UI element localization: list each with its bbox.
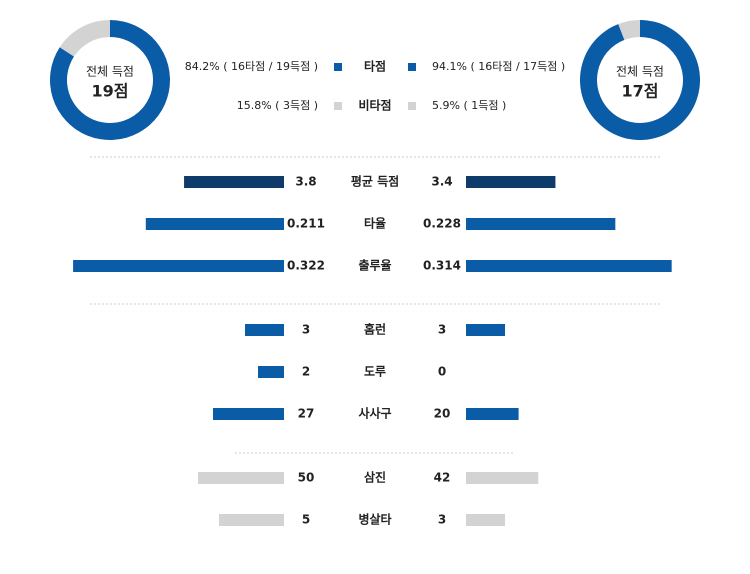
bar-right bbox=[466, 218, 616, 230]
bar-left bbox=[245, 324, 284, 336]
value-left: 3.8 bbox=[295, 175, 316, 189]
bar-left bbox=[73, 260, 284, 272]
value-right: 3 bbox=[438, 323, 446, 337]
row-label: 출루율 bbox=[358, 258, 391, 273]
value-right: 0.228 bbox=[423, 217, 461, 231]
bar-right bbox=[466, 324, 505, 336]
bar-right bbox=[466, 514, 505, 526]
row-label: 삼진 bbox=[364, 470, 386, 485]
legend-right: 94.1% ( 16타점 / 17득점 ) bbox=[432, 60, 565, 73]
legend-left: 84.2% ( 16타점 / 19득점 ) bbox=[185, 60, 318, 73]
value-right: 0.314 bbox=[423, 259, 461, 273]
bar-left bbox=[212, 408, 284, 420]
legend-label: 비타점 bbox=[358, 98, 391, 113]
value-left: 27 bbox=[298, 407, 315, 421]
value-left: 50 bbox=[298, 471, 315, 485]
donut-slice bbox=[59, 20, 110, 57]
row-label: 홈런 bbox=[364, 322, 386, 337]
legend-swatch bbox=[334, 63, 342, 71]
value-left: 2 bbox=[302, 365, 310, 379]
bar-right bbox=[466, 176, 556, 188]
bar-left bbox=[198, 472, 284, 484]
value-left: 5 bbox=[302, 513, 310, 527]
bar-left bbox=[258, 366, 284, 378]
legend-swatch bbox=[408, 63, 416, 71]
bar-right bbox=[466, 472, 539, 484]
row-label: 타율 bbox=[364, 216, 386, 231]
value-right: 0 bbox=[438, 365, 446, 379]
value-right: 3.4 bbox=[431, 175, 452, 189]
value-left: 0.322 bbox=[287, 259, 325, 273]
legend-label: 타점 bbox=[364, 59, 386, 74]
value-right: 42 bbox=[434, 471, 451, 485]
donut-total: 19점 bbox=[92, 82, 129, 101]
legend-left: 15.8% ( 3득점 ) bbox=[237, 99, 318, 112]
value-left: 3 bbox=[302, 323, 310, 337]
bar-left bbox=[145, 218, 284, 230]
row-label: 사사구 bbox=[358, 406, 391, 421]
value-right: 20 bbox=[434, 407, 451, 421]
donut-slice bbox=[618, 20, 640, 40]
donut-caption: 전체 득점 bbox=[616, 65, 664, 79]
donut-slice bbox=[580, 20, 700, 140]
row-label: 병살타 bbox=[358, 512, 391, 527]
donut-caption: 전체 득점 bbox=[86, 65, 134, 79]
bar-left bbox=[219, 514, 284, 526]
row-label: 평균 득점 bbox=[351, 174, 399, 189]
bar-right bbox=[466, 408, 519, 420]
legend-right: 5.9% ( 1득점 ) bbox=[432, 99, 506, 112]
legend-swatch bbox=[408, 102, 416, 110]
bar-left bbox=[184, 176, 284, 188]
bar-right bbox=[466, 260, 672, 272]
row-label: 도루 bbox=[364, 365, 386, 379]
legend-swatch bbox=[334, 102, 342, 110]
value-left: 0.211 bbox=[287, 217, 325, 231]
value-right: 3 bbox=[438, 513, 446, 527]
donut-total: 17점 bbox=[622, 82, 659, 101]
